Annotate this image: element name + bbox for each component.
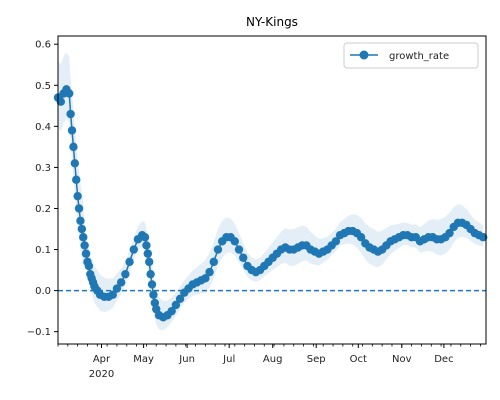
data-point — [239, 253, 248, 262]
y-tick-label: 0.4 — [35, 122, 51, 133]
data-point — [149, 290, 158, 299]
series-layer — [53, 85, 488, 322]
data-point — [56, 97, 66, 106]
data-point — [175, 294, 185, 304]
data-point — [79, 233, 88, 242]
data-point — [69, 142, 78, 152]
data-point — [146, 269, 155, 279]
data-point — [84, 261, 94, 271]
x-tick-label: Oct — [350, 354, 367, 365]
y-tick-label: 0.2 — [35, 204, 51, 215]
y-tick-label: 0.6 — [35, 40, 51, 51]
data-point — [205, 267, 214, 277]
y-tick-label: 0.3 — [35, 163, 51, 174]
data-point — [66, 109, 75, 119]
y-tick-label: 0.0 — [35, 286, 51, 297]
confidence-band-layer — [58, 52, 484, 331]
data-point — [201, 274, 210, 283]
data-point — [112, 284, 122, 293]
data-point — [145, 257, 154, 267]
data-point — [80, 241, 89, 250]
axis-layer: −0.1 0.0 0.1 0.2 0.3 0.4 0.5 0.6 Apr May Jun Jul Aug… — [27, 40, 481, 380]
data-point — [116, 278, 126, 287]
x-year-label: 2020 — [89, 369, 114, 380]
data-point — [140, 233, 150, 242]
data-point — [167, 306, 176, 316]
data-point — [65, 89, 74, 98]
legend: growth_rate — [343, 42, 479, 69]
data-point — [331, 237, 341, 246]
data-point — [142, 241, 151, 250]
data-point — [77, 224, 87, 234]
data-point — [72, 175, 81, 184]
x-tick-label: Sep — [307, 354, 326, 365]
data-point — [81, 249, 91, 258]
x-tick-label: Jul — [222, 354, 235, 365]
x-tick-label: Jun — [178, 354, 195, 365]
y-tick-label: 0.5 — [35, 81, 51, 92]
data-point — [147, 280, 157, 289]
data-point — [125, 257, 134, 267]
data-point — [129, 245, 138, 254]
chart-title: NY-Kings — [246, 15, 298, 29]
x-tick-label: Aug — [263, 354, 283, 365]
data-point — [234, 245, 244, 254]
data-point — [478, 233, 488, 242]
x-tick-label: Dec — [434, 354, 453, 365]
y-tick-label: 0.1 — [35, 245, 51, 256]
data-point — [70, 159, 80, 168]
data-point — [356, 233, 366, 242]
data-point — [143, 249, 153, 258]
confidence-band — [58, 52, 484, 331]
x-tick-label: May — [133, 354, 154, 365]
data-point — [121, 269, 130, 279]
x-tick-label: Apr — [93, 354, 111, 365]
data-point — [74, 204, 84, 213]
legend-label-growth-rate: growth_rate — [389, 51, 449, 62]
data-point — [73, 191, 82, 201]
data-point — [209, 257, 218, 267]
plot-frame — [57, 35, 487, 345]
legend-point-marker — [359, 50, 369, 60]
data-point — [67, 126, 77, 135]
data-point — [76, 216, 85, 225]
x-tick-label: Nov — [392, 354, 412, 365]
data-point — [213, 245, 223, 254]
data-point — [108, 290, 117, 299]
data-point — [171, 300, 181, 310]
data-point — [230, 237, 240, 246]
y-tick-label: −0.1 — [27, 327, 51, 338]
data-point — [445, 228, 454, 238]
legend-box — [343, 42, 479, 69]
